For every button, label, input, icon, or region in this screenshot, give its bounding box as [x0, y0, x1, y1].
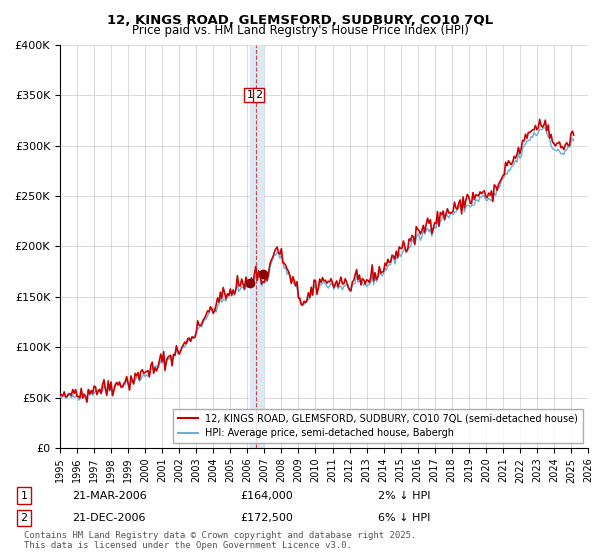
Text: £172,500: £172,500	[240, 513, 293, 523]
Text: 21-MAR-2006: 21-MAR-2006	[72, 491, 147, 501]
Text: 2: 2	[20, 513, 28, 523]
Text: 1: 1	[20, 491, 28, 501]
Text: Price paid vs. HM Land Registry's House Price Index (HPI): Price paid vs. HM Land Registry's House …	[131, 24, 469, 37]
Text: 21-DEC-2006: 21-DEC-2006	[72, 513, 146, 523]
Legend: 12, KINGS ROAD, GLEMSFORD, SUDBURY, CO10 7QL (semi-detached house), HPI: Average: 12, KINGS ROAD, GLEMSFORD, SUDBURY, CO10…	[173, 409, 583, 443]
Text: 6% ↓ HPI: 6% ↓ HPI	[378, 513, 430, 523]
Text: 2: 2	[255, 90, 262, 100]
Text: 12, KINGS ROAD, GLEMSFORD, SUDBURY, CO10 7QL: 12, KINGS ROAD, GLEMSFORD, SUDBURY, CO10…	[107, 14, 493, 27]
Bar	[250, 45, 263, 448]
Text: 1: 1	[247, 90, 254, 100]
Text: £164,000: £164,000	[240, 491, 293, 501]
Text: Contains HM Land Registry data © Crown copyright and database right 2025.
This d: Contains HM Land Registry data © Crown c…	[24, 530, 416, 550]
Text: 2% ↓ HPI: 2% ↓ HPI	[378, 491, 431, 501]
